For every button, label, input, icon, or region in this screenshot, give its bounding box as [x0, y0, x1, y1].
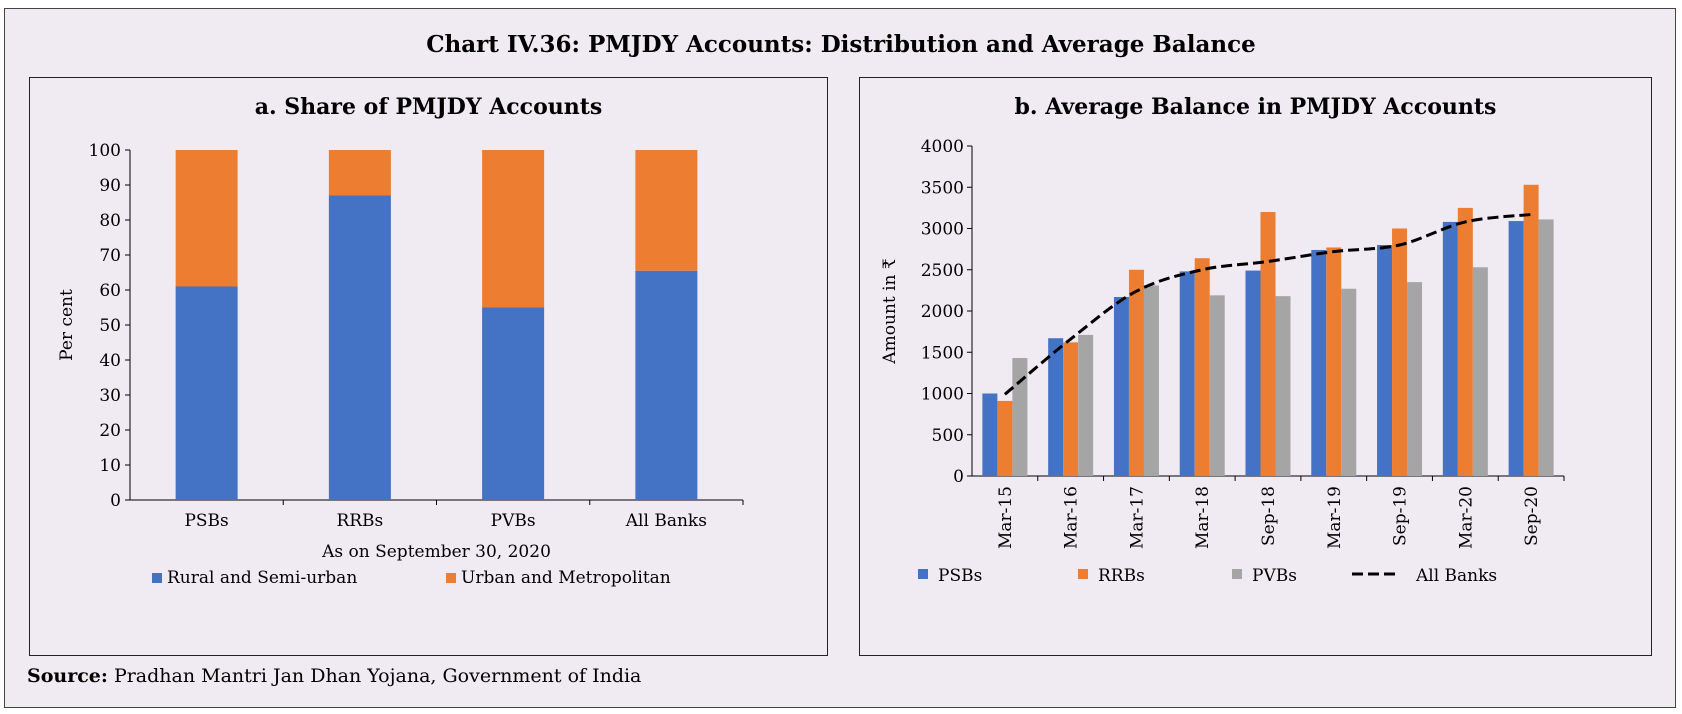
legend-swatch [152, 573, 162, 583]
main-title: Chart IV.36: PMJDY Accounts: Distributio… [426, 31, 1256, 58]
y-tick-label: 10 [99, 456, 121, 476]
x-tick-label: Mar-16 [1062, 486, 1082, 549]
x-tick-label: Mar-17 [1127, 486, 1147, 549]
bar-psbs [1113, 296, 1129, 476]
bar-rural [635, 270, 698, 500]
chart-frame: Chart IV.36: PMJDY Accounts: Distributio… [4, 8, 1676, 708]
bar-urban [482, 150, 545, 308]
x-tick-label: PSBs [184, 511, 228, 531]
y-tick-label: 500 [932, 426, 964, 446]
bar-psbs [1377, 245, 1393, 476]
bar-urban [175, 150, 238, 287]
bar-rrbs [1523, 184, 1539, 476]
y-tick-label: 100 [89, 141, 121, 161]
share-chart-svg: 0 10 20 30 40 50 60 70 80 90 100 PSBs RRBs PVBs All Ba… [57, 141, 744, 588]
x-tick-label: Mar-19 [1325, 486, 1345, 549]
bar-rrbs [1392, 228, 1408, 476]
bar-rural [175, 286, 238, 500]
legend-swatch [1078, 569, 1088, 579]
x-tick-label: Mar-15 [996, 486, 1016, 549]
bar-pvbs [1472, 267, 1488, 476]
x-tick-label: Sep-19 [1391, 486, 1411, 546]
legend-label: PVBs [1252, 566, 1297, 586]
bar-pvbs [1012, 358, 1028, 476]
y-tick-label: 1500 [921, 343, 964, 363]
x-axis-title: As on September 30, 2020 [321, 542, 551, 562]
bar-psbs [1311, 249, 1327, 476]
bar-pvbs [1143, 285, 1159, 476]
legend-swatch [1232, 569, 1242, 579]
panel-a-title: a. Share of PMJDY Accounts [254, 94, 603, 120]
bar-rural [482, 307, 545, 500]
bar-psbs [1442, 221, 1458, 476]
y-axis-title: Amount in ₹ [880, 258, 900, 365]
y-tick-label: 3500 [921, 178, 964, 198]
panel-b-title: b. Average Balance in PMJDY Accounts [1014, 94, 1497, 120]
bar-rrbs [1457, 207, 1473, 476]
legend-label: PSBs [938, 566, 982, 586]
y-tick-label: 60 [99, 281, 121, 301]
x-tick-label: All Banks [625, 511, 707, 531]
y-tick-label: 80 [99, 211, 121, 231]
x-tick-label: Sep-18 [1259, 486, 1279, 546]
y-tick-label: 0 [953, 467, 964, 487]
source-note: Source: Pradhan Mantri Jan Dhan Yojana, … [27, 665, 641, 687]
legend-label: Rural and Semi-urban [167, 568, 357, 588]
y-tick-label: 2000 [921, 302, 964, 322]
y-tick-label: 1000 [921, 385, 964, 405]
x-tick-label: PVBs [491, 511, 536, 531]
y-tick-label: 2500 [921, 261, 964, 281]
bar-psbs [1245, 270, 1261, 476]
y-tick-label: 3000 [921, 220, 964, 240]
legend-label: All Banks [1415, 566, 1497, 586]
bar-rrbs [1326, 247, 1342, 476]
source-text: Pradhan Mantri Jan Dhan Yojana, Governme… [113, 665, 642, 687]
bar-rrbs [1260, 212, 1276, 476]
bar-psbs [1048, 338, 1064, 476]
legend-label: RRBs [1098, 566, 1145, 586]
bar-urban [635, 150, 698, 271]
x-tick-label: Mar-20 [1456, 486, 1476, 549]
legend-swatch [918, 569, 928, 579]
line-all-banks [1003, 212, 1532, 396]
legend-label: Urban and Metropolitan [461, 568, 671, 588]
y-tick-label: 30 [99, 386, 121, 406]
bar-rrbs [1063, 342, 1079, 476]
x-tick-label: RRBs [336, 511, 383, 531]
x-tick-label: Sep-20 [1522, 486, 1542, 546]
y-tick-label: 4000 [921, 137, 964, 157]
y-tick-label: 70 [99, 246, 121, 266]
panel-average-balance: b. Average Balance in PMJDY Accounts 0 50… [859, 77, 1652, 656]
bar-pvbs [1209, 295, 1225, 476]
bar-pvbs [1407, 282, 1423, 476]
y-axis-title: Per cent [57, 289, 77, 361]
panel-share-accounts: a. Share of PMJDY Accounts 0 10 20 30 40 50 60… [29, 77, 828, 656]
balance-chart-svg: 0 500 1000 1500 2000 2500 3000 3500 4000 Mar-15 Ma… [880, 137, 1565, 586]
bar-psbs [1508, 221, 1524, 476]
bar-pvbs [1275, 296, 1291, 476]
bar-psbs [982, 393, 998, 476]
source-label: Source: [27, 665, 108, 687]
y-tick-label: 40 [99, 351, 121, 371]
x-tick-label: Mar-18 [1193, 486, 1213, 549]
bar-pvbs [1078, 334, 1094, 476]
bar-rural [328, 195, 391, 500]
y-tick-label: 0 [110, 491, 121, 511]
bar-rrbs [1128, 269, 1144, 476]
bar-psbs [1179, 271, 1195, 476]
bar-rrbs [1194, 258, 1210, 476]
bar-pvbs [1341, 288, 1357, 476]
y-tick-label: 20 [99, 421, 121, 441]
legend-swatch [446, 573, 456, 583]
bar-rrbs [997, 400, 1013, 476]
bar-pvbs [1538, 219, 1554, 477]
y-tick-label: 50 [99, 316, 121, 336]
y-tick-label: 90 [99, 176, 121, 196]
bar-urban [328, 150, 391, 196]
